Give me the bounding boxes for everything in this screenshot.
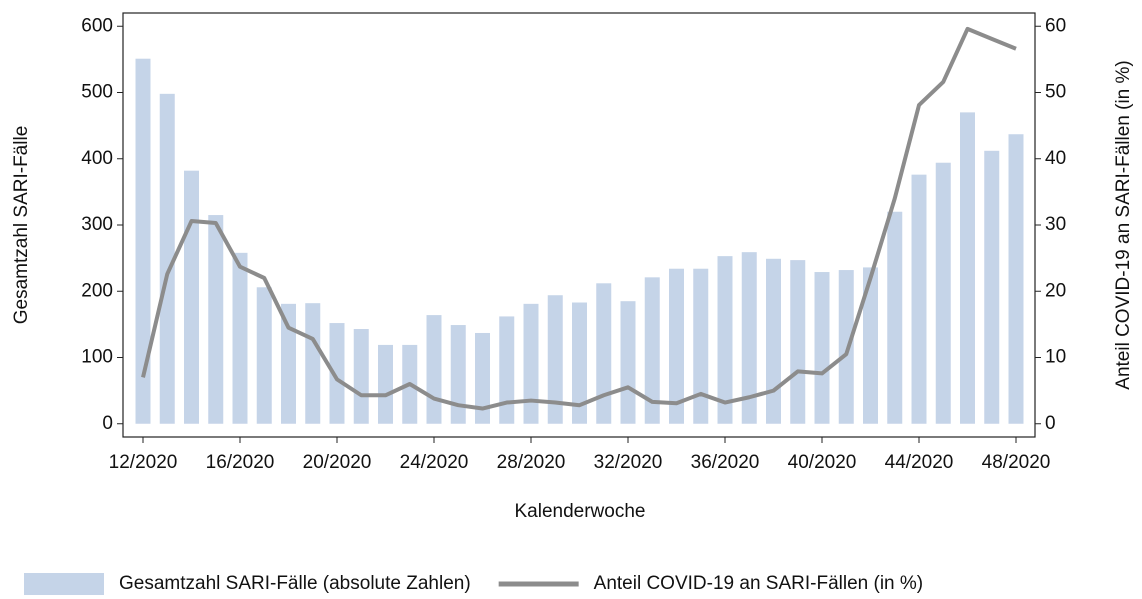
bar	[281, 303, 296, 424]
bar	[863, 267, 878, 424]
bar	[353, 329, 369, 424]
bar	[426, 315, 442, 424]
bar	[378, 344, 393, 424]
y-tick-label: 300	[81, 214, 113, 235]
bar	[984, 150, 1000, 424]
x-tick-label: 36/2020	[691, 452, 760, 473]
bar	[499, 316, 515, 424]
y2-tick-label: 30	[1045, 214, 1066, 235]
legend-label: Anteil COVID-19 an SARI-Fällen (in %)	[594, 573, 923, 594]
bar	[596, 283, 612, 424]
bar	[644, 277, 660, 424]
bar	[572, 302, 587, 424]
y-axis-label: Gesamtzahl SARI-Fälle	[11, 126, 32, 325]
bar	[329, 323, 345, 424]
y-tick-label: 200	[81, 280, 113, 301]
x-tick-label: 40/2020	[788, 452, 857, 473]
x-tick-label: 48/2020	[982, 452, 1051, 473]
bar	[960, 112, 975, 424]
x-tick-label: 12/2020	[109, 452, 178, 473]
y2-tick-label: 60	[1045, 15, 1066, 36]
y-tick-label: 0	[102, 413, 113, 434]
bar	[232, 252, 248, 424]
bar	[208, 215, 224, 424]
x-tick-label: 24/2020	[400, 452, 469, 473]
bar	[620, 301, 636, 424]
bar	[693, 268, 709, 424]
bar	[669, 268, 684, 424]
bar	[159, 93, 175, 424]
x-tick-label: 32/2020	[594, 452, 663, 473]
bar	[814, 272, 830, 424]
bar	[741, 252, 757, 424]
y-tick-label: 100	[81, 347, 113, 368]
bar	[838, 270, 854, 424]
y-tick-label: 400	[81, 148, 113, 169]
bar	[717, 256, 733, 424]
bar	[450, 325, 466, 424]
x-tick-label: 28/2020	[497, 452, 566, 473]
y2-tick-label: 0	[1045, 413, 1056, 434]
y-tick-label: 500	[81, 82, 113, 103]
legend-label: Gesamtzahl SARI-Fälle (absolute Zahlen)	[119, 573, 471, 594]
bar	[256, 287, 272, 424]
y-tick-label: 600	[81, 15, 113, 36]
y2-tick-label: 20	[1045, 280, 1066, 301]
x-tick-label: 16/2020	[206, 452, 275, 473]
bar	[305, 303, 321, 424]
bar	[887, 211, 903, 424]
bar	[475, 332, 490, 424]
x-axis-label: Kalenderwoche	[515, 501, 646, 522]
y2-axis-label: Anteil COVID-19 an SARI-Fällen (in %)	[1113, 60, 1134, 389]
line	[141, 26, 1017, 411]
bar	[935, 162, 951, 424]
bar	[911, 174, 927, 424]
bar	[766, 258, 781, 424]
bar	[790, 260, 806, 424]
x-tick-label: 44/2020	[885, 452, 954, 473]
y2-tick-label: 40	[1045, 148, 1066, 169]
y2-tick-label: 10	[1045, 347, 1066, 368]
bar	[1008, 134, 1024, 424]
y2-tick-label: 50	[1045, 82, 1066, 103]
bar	[547, 295, 563, 424]
legend-swatch	[24, 573, 104, 595]
bar	[135, 58, 151, 424]
x-tick-label: 20/2020	[303, 452, 372, 473]
bar	[523, 303, 539, 424]
bar	[184, 170, 199, 424]
